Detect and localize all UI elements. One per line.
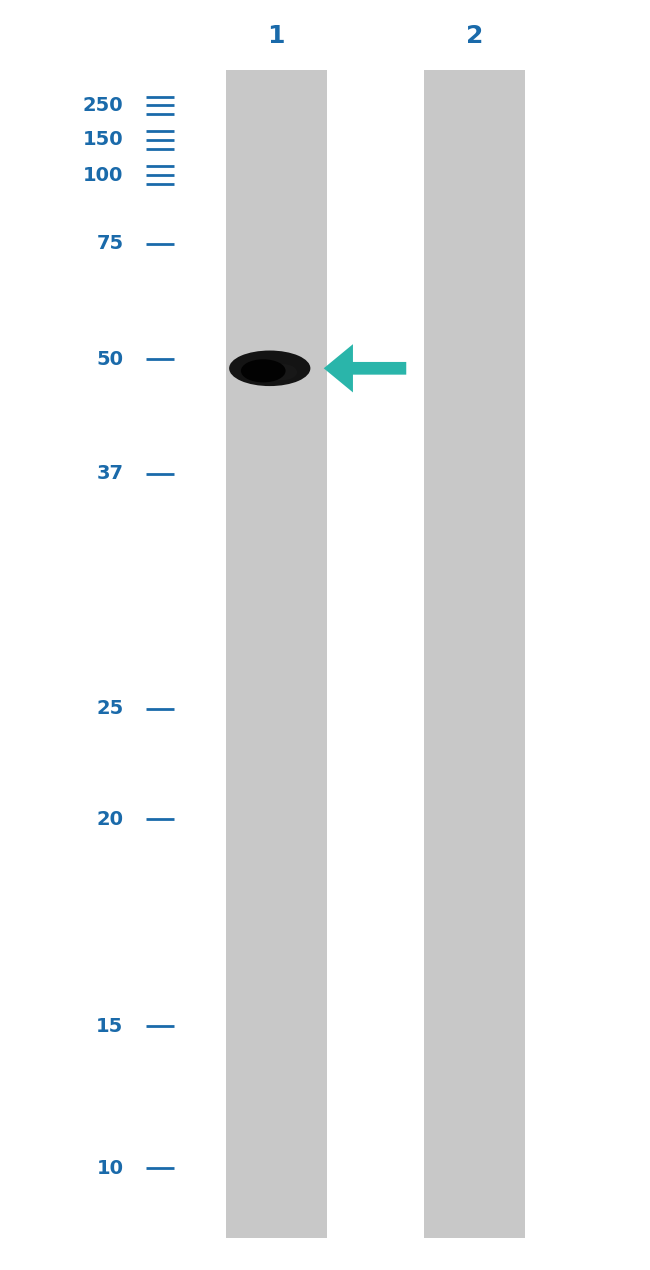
Text: 15: 15	[96, 1017, 124, 1035]
FancyArrow shape	[324, 344, 406, 392]
Text: 10: 10	[96, 1160, 124, 1177]
Text: 25: 25	[96, 700, 124, 718]
Text: 250: 250	[83, 97, 124, 114]
Ellipse shape	[268, 364, 297, 380]
Text: 150: 150	[83, 131, 124, 149]
Text: 50: 50	[96, 351, 124, 368]
Ellipse shape	[229, 351, 311, 386]
Text: 2: 2	[466, 24, 483, 48]
Text: 1: 1	[268, 24, 285, 48]
Ellipse shape	[241, 359, 285, 382]
Text: 75: 75	[96, 235, 124, 253]
Text: 37: 37	[96, 465, 124, 483]
Bar	[424, 70, 525, 1238]
Bar	[226, 70, 326, 1238]
Text: 20: 20	[96, 810, 124, 828]
Text: 100: 100	[83, 166, 124, 184]
